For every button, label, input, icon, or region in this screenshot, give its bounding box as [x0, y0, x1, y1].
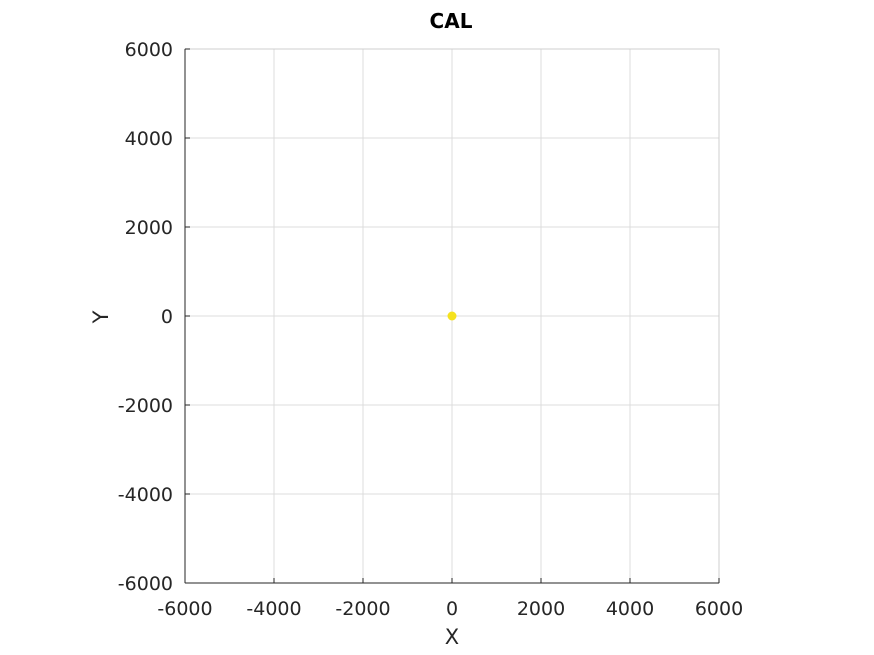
y-tick-label: 4000: [125, 128, 173, 150]
y-axis-ticks: 6000 4000 2000 0 -2000 -4000 -6000: [118, 39, 190, 595]
scatter-point: [447, 311, 457, 321]
x-tick-label: 4000: [606, 598, 654, 620]
y-axis-label: Y: [89, 310, 113, 324]
y-tick-label: 2000: [125, 217, 173, 239]
y-tick-label: -2000: [118, 395, 173, 417]
x-tick-label: -4000: [246, 598, 301, 620]
x-axis-label: X: [445, 625, 459, 649]
y-tick-label: -4000: [118, 484, 173, 506]
y-tick-label: 6000: [125, 39, 173, 61]
x-tick-label: -2000: [335, 598, 390, 620]
chart-title: CAL: [430, 9, 473, 33]
y-tick-label: -6000: [118, 573, 173, 595]
x-tick-label: -6000: [157, 598, 212, 620]
x-tick-label: 6000: [695, 598, 743, 620]
x-axis-ticks: -6000 -4000 -2000 0 2000 4000 6000: [157, 578, 743, 620]
x-tick-label: 2000: [517, 598, 565, 620]
y-tick-label: 0: [161, 306, 173, 328]
x-tick-label: 0: [446, 598, 458, 620]
data-points: [447, 311, 457, 321]
